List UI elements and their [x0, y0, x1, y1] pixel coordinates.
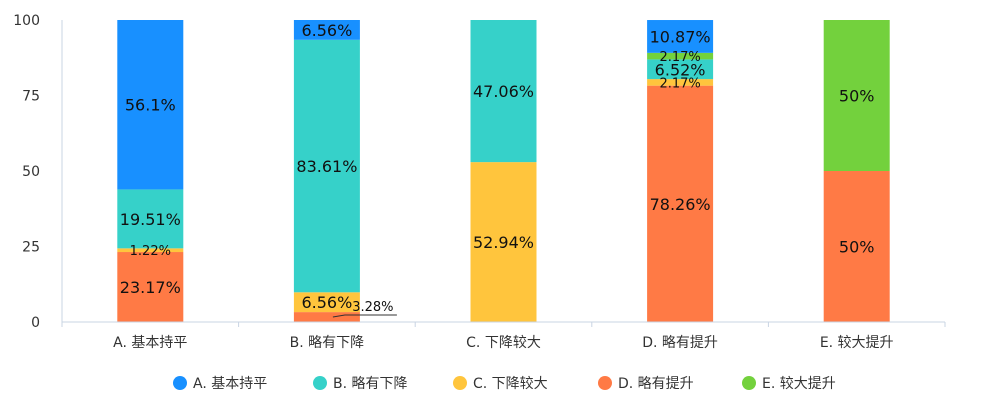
- x-tick-label: D. 略有提升: [642, 335, 718, 351]
- data-label: 50%: [839, 238, 875, 257]
- legend-label: B. 略有下降: [333, 376, 408, 392]
- bar-segment: [293, 312, 360, 322]
- data-label: 56.1%: [125, 96, 176, 115]
- data-label: 52.94%: [473, 233, 534, 252]
- x-tick-label: C. 下降较大: [466, 335, 541, 351]
- x-axis: A. 基本持平 B. 略有下降 C. 下降较大 D. 略有提升 E. 较大提升: [61, 321, 946, 351]
- data-label: 6.52%: [655, 60, 706, 79]
- legend-marker: [742, 376, 756, 390]
- data-label: 3.28%: [352, 300, 393, 315]
- label-leader-line: [332, 314, 397, 318]
- y-tick-label: 75: [22, 89, 40, 105]
- bar-segment: [117, 252, 184, 322]
- bar-segment: [823, 171, 890, 322]
- data-label: 19.51%: [120, 210, 181, 229]
- legend-marker: [598, 376, 612, 390]
- legend-item[interactable]: B. 略有下降: [313, 376, 408, 392]
- bar-segment: [470, 162, 537, 322]
- data-label: 83.61%: [296, 157, 357, 176]
- legend-marker: [453, 376, 467, 390]
- x-tick-label: A. 基本持平: [113, 334, 187, 351]
- data-label: 2.17%: [659, 76, 700, 91]
- x-tick-label: E. 较大提升: [820, 335, 894, 351]
- data-label: 50%: [839, 87, 875, 106]
- legend-item[interactable]: A. 基本持平: [173, 375, 267, 392]
- legend-label: C. 下降较大: [473, 376, 548, 392]
- y-tick-label: 25: [22, 240, 40, 256]
- y-tick-label: 100: [13, 13, 40, 29]
- legend-label: A. 基本持平: [193, 375, 267, 392]
- bar-segment: [647, 85, 714, 322]
- bar-segment: [293, 292, 360, 313]
- data-label: 47.06%: [473, 82, 534, 101]
- legend-marker: [173, 376, 187, 390]
- data-label: 78.26%: [650, 195, 711, 214]
- bar-segment: [647, 59, 714, 80]
- data-label: 2.17%: [659, 50, 700, 65]
- y-axis: 0 25 50 75 100: [13, 13, 63, 331]
- bar-segment: [647, 52, 714, 60]
- bar-segment: [293, 39, 360, 293]
- data-label: 10.87%: [650, 27, 711, 46]
- bar-segment: [823, 20, 890, 171]
- y-tick-label: 50: [22, 164, 40, 180]
- legend-label: D. 略有提升: [618, 376, 694, 392]
- bar-segment: [117, 189, 184, 249]
- data-label: 6.56%: [301, 21, 352, 40]
- data-label: 6.56%: [301, 293, 352, 312]
- bar-segment: [293, 20, 360, 40]
- bar-segment: [647, 20, 714, 53]
- x-tick-label: B. 略有下降: [290, 335, 365, 351]
- data-label: 1.22%: [130, 244, 171, 259]
- legend-marker: [313, 376, 327, 390]
- legend-item[interactable]: D. 略有提升: [598, 376, 694, 392]
- legend[interactable]: A. 基本持平 B. 略有下降 C. 下降较大 D. 略有提升 E. 较大提升: [173, 375, 836, 392]
- y-tick-label: 0: [31, 315, 40, 331]
- data-label: 23.17%: [120, 278, 181, 297]
- bar-segment: [117, 248, 184, 253]
- legend-label: E. 较大提升: [762, 376, 836, 392]
- bar-segment: [470, 20, 537, 163]
- legend-item[interactable]: C. 下降较大: [453, 376, 548, 392]
- bar-segment: [117, 20, 184, 190]
- bar-segment: [647, 79, 714, 86]
- bar-stacks: [117, 20, 890, 322]
- data-labels: 23.17%1.22%19.51%56.1%3.28%6.56%83.61%6.…: [120, 21, 875, 318]
- legend-item[interactable]: E. 较大提升: [742, 376, 836, 392]
